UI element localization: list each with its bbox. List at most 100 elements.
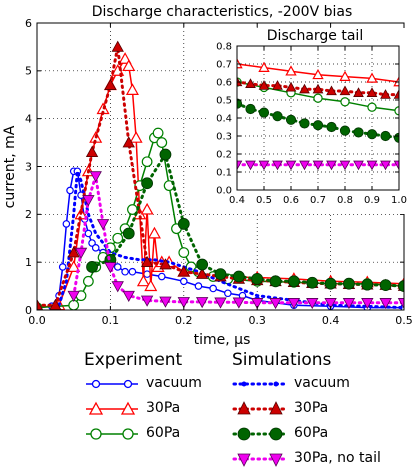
inset-series-simulations-30pa-point	[353, 87, 364, 97]
inset-x-tick-label: 0.9	[364, 195, 380, 206]
inset-series-simulations-30pa-no-tail-point	[366, 160, 378, 171]
inset-series-simulations-60pa-point	[245, 103, 256, 115]
main-y-axis-label: current, mA	[2, 125, 18, 208]
main-series-experiment-vacuum-point	[91, 244, 100, 252]
inset-series-simulations-30pa-no-tail-point	[272, 160, 283, 171]
main-series-experiment-60pa-point	[156, 137, 168, 148]
main-series-simulations-30pa-no-tail-point	[82, 195, 95, 207]
main-series-experiment-60pa-point	[82, 275, 94, 287]
inset-series-simulations-30pa-no-tail-point	[258, 160, 270, 171]
legend-label-sim-30pa: 30Pa	[294, 400, 329, 416]
main-y-tick-label: 6	[25, 17, 32, 30]
main-series-simulations-60pa-point	[251, 273, 264, 285]
main-x-tick-label: 0.3	[248, 314, 266, 327]
main-series-simulations-30pa-no-tail-point	[67, 290, 80, 302]
inset-series-simulations-30pa-point	[366, 87, 378, 97]
main-y-tick-label: 0	[25, 304, 32, 317]
main-x-tick-label: 0.5	[395, 314, 413, 327]
inset-series-simulations-60pa-point	[299, 118, 310, 129]
main-series-experiment-60pa-point	[178, 247, 190, 259]
main-series-simulations-30pa-no-tail-point	[214, 297, 227, 309]
inset-series-experiment-60pa-point	[340, 97, 350, 107]
inset-series-simulations-30pa-no-tail-point	[339, 160, 351, 171]
main-series-experiment-60pa-point	[152, 127, 164, 139]
figure: Discharge characteristics, -200V bias cu…	[2, 4, 413, 348]
legend-item-exp-60pa: 60Pa	[84, 422, 182, 447]
inset-x-tick-label: 0.6	[283, 195, 299, 206]
legend-swatch-exp-vacuum	[86, 379, 138, 389]
main-series-experiment-vacuum-point	[180, 277, 188, 286]
main-series-simulations-30pa-no-tail-point	[140, 295, 154, 307]
legend-simulations-heading: Simulations	[232, 350, 332, 370]
main-series-simulations-30pa-no-tail-point	[159, 296, 172, 308]
main-series-experiment-30pa-point	[125, 83, 139, 95]
inset-y-tick-label: 0.4	[216, 114, 232, 125]
legend-label-sim-vacuum: vacuum	[294, 375, 350, 391]
main-series-simulations-30pa-no-tail-point	[104, 262, 117, 274]
main-series-simulations-30pa-no-tail-point	[195, 297, 209, 309]
main-series-experiment-vacuum-point	[62, 220, 71, 228]
main-series-simulations-30pa-no-tail-point	[324, 298, 337, 310]
inset-x-tick-label: 0.4	[229, 195, 245, 206]
main-series-simulations-30pa-no-tail-point	[122, 290, 135, 302]
legend-item-sim-30pa: 30Pa	[232, 397, 331, 422]
main-series-experiment-30pa-point	[136, 274, 150, 287]
inset-series-simulations-60pa-point	[285, 114, 297, 125]
inset-series-experiment-60pa-point	[367, 102, 377, 112]
inset-y-tick-label: 0.6	[216, 78, 232, 89]
legend-swatch-sim-30pa	[232, 401, 288, 415]
inset-series-simulations-30pa-point	[326, 85, 337, 96]
inset-series-experiment-30pa-point	[339, 70, 351, 81]
main-series-experiment-30pa-point	[129, 131, 143, 143]
main-series-simulations-30pa-point	[177, 265, 190, 277]
inset-series-simulations-30pa-point	[393, 89, 399, 99]
main-series-experiment-vacuum-point	[121, 267, 129, 276]
main-series-simulations-30pa-no-tail-point	[397, 298, 404, 310]
main-series-experiment-30pa-point	[118, 52, 132, 64]
inset-series-simulations-30pa-no-tail-point	[393, 160, 399, 171]
main-series-experiment-vacuum-point	[128, 267, 137, 276]
main-series-simulations-30pa-no-tail-point	[269, 298, 282, 310]
main-series-simulations-60pa-point	[159, 148, 172, 161]
inset-series-simulations-60pa-point	[272, 111, 283, 122]
main-series-simulations-60pa-point	[122, 227, 135, 240]
legend-swatch-sim-30pa-no-tail	[232, 453, 288, 467]
main-series-experiment-60pa-point	[112, 232, 124, 244]
inset-series-simulations-30pa-no-tail-point	[299, 160, 310, 171]
inset-series-simulations-30pa-no-tail-point	[237, 160, 243, 171]
main-series-simulations-60pa-point	[86, 261, 98, 273]
main-series-simulations-60pa-point	[343, 277, 355, 290]
main-x-tick-label: 0.4	[322, 314, 340, 327]
inset-series-simulations-60pa-point	[366, 129, 378, 140]
main-series-layer	[37, 40, 404, 310]
inset-series-simulations-30pa-point	[258, 80, 270, 90]
main-series-simulations-60pa-point	[306, 276, 319, 289]
inset-y-tick-label: 0.5	[216, 96, 232, 107]
legend-label-exp-30pa: 30Pa	[146, 400, 181, 416]
main-series-experiment-60pa-point	[141, 156, 153, 168]
main-series-simulations-60pa-point	[287, 275, 300, 288]
legend-swatch-sim-vacuum	[232, 381, 288, 387]
inset-series-experiment-30pa-point	[285, 65, 297, 76]
main-y-tick-label: 4	[25, 113, 32, 126]
main-x-tick-label: 0.2	[175, 314, 193, 327]
main-series-simulations-vacuum-line	[57, 169, 404, 310]
main-series-simulations-60pa-point	[269, 275, 282, 288]
main-series-simulations-60pa-point	[232, 270, 245, 283]
legend-label-exp-vacuum: vacuum	[146, 375, 202, 391]
main-x-axis-label: time, μs	[194, 332, 251, 348]
main-series-simulations-30pa-point	[195, 267, 209, 279]
main-series-simulations-60pa-point	[196, 258, 209, 271]
inset-series-simulations-60pa-point	[326, 121, 337, 133]
inset-series-simulations-60pa-point	[258, 107, 270, 118]
main-series-simulations-30pa-no-tail-point	[342, 298, 356, 310]
main-series-experiment-30pa-point	[144, 279, 158, 292]
inset-y-tick-label: 0.0	[216, 186, 232, 197]
inset-series-experiment-30pa-point	[258, 61, 270, 72]
legend-swatch-exp-30pa	[86, 401, 138, 415]
main-y-tick-label: 5	[25, 65, 32, 78]
inset-y-tick-label: 0.8	[216, 42, 232, 53]
main-series-experiment-30pa-point	[147, 226, 161, 239]
main-series-simulations-30pa-point	[85, 145, 99, 157]
inset-x-tick-label: 0.5	[256, 195, 272, 206]
